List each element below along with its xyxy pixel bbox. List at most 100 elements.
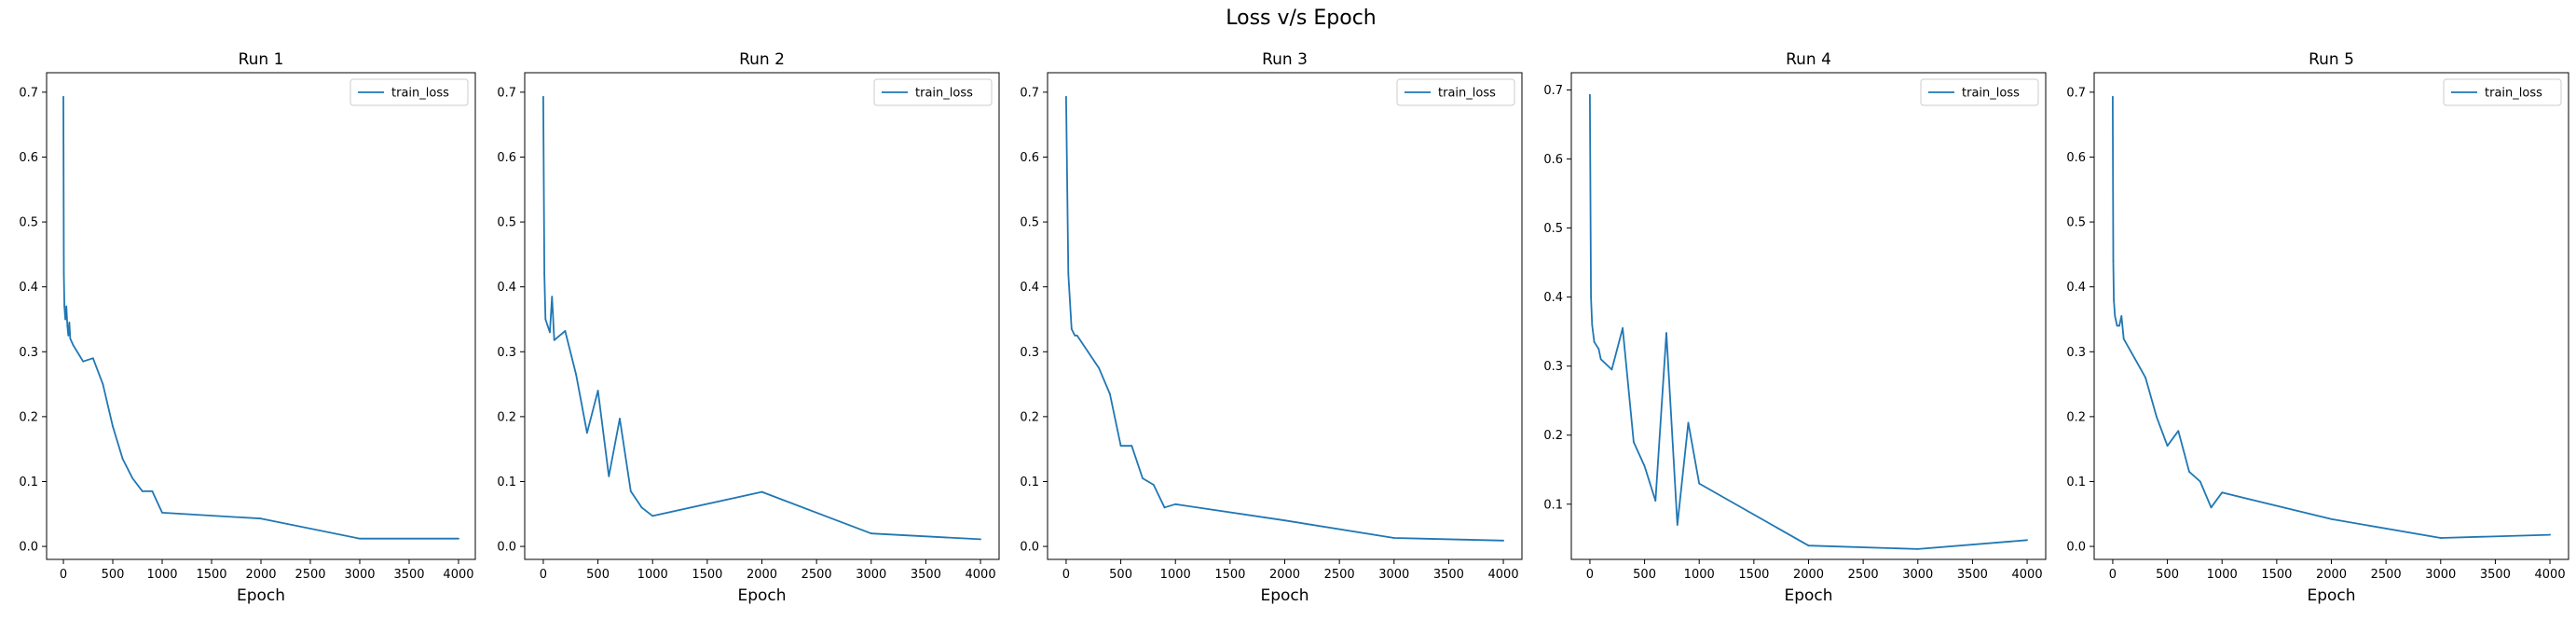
data-point bbox=[551, 296, 554, 298]
data-point bbox=[651, 515, 654, 517]
subplot-run-3: Run 3 0 500 1000 1500 2000 2500 3000 3500 4000 0.0… bbox=[1020, 50, 1523, 605]
y-tick-label: 0.2 bbox=[2066, 410, 2086, 424]
data-point bbox=[760, 490, 763, 493]
data-point bbox=[1142, 477, 1144, 479]
data-point bbox=[1174, 503, 1177, 505]
data-point bbox=[1065, 95, 1067, 98]
x-tick-label: 1500 bbox=[1214, 568, 1245, 582]
data-point bbox=[1622, 327, 1624, 329]
x-tick-label: 0 bbox=[1586, 568, 1594, 582]
data-point bbox=[2122, 338, 2125, 340]
data-point bbox=[542, 95, 544, 98]
legend-label: train_loss bbox=[1962, 87, 2020, 101]
x-axis-label: Epoch bbox=[1784, 586, 1832, 605]
x-tick-label: 2500 bbox=[1848, 568, 1879, 582]
data-point bbox=[69, 338, 72, 340]
data-point bbox=[131, 477, 134, 479]
data-point bbox=[2120, 315, 2123, 317]
data-point bbox=[64, 318, 67, 321]
legend: train_loss bbox=[873, 78, 993, 106]
y-tick-label: 0.3 bbox=[1020, 346, 1039, 360]
y-tick-label: 0.6 bbox=[497, 151, 516, 165]
x-tick-label: 1500 bbox=[196, 568, 226, 582]
data-point bbox=[2116, 324, 2118, 327]
y-tick-label: 0.6 bbox=[2066, 151, 2086, 165]
data-point bbox=[1687, 421, 1690, 424]
x-tick-label: 3500 bbox=[2480, 568, 2511, 582]
legend-box bbox=[1920, 78, 2039, 106]
y-tick-label: 0.6 bbox=[19, 151, 38, 165]
x-tick-label: 2000 bbox=[747, 568, 777, 582]
legend-box bbox=[349, 78, 469, 106]
data-point bbox=[2439, 537, 2442, 539]
legend-label: train_loss bbox=[1438, 87, 1496, 101]
x-axis-label: Epoch bbox=[237, 586, 285, 605]
data-point bbox=[1665, 332, 1667, 335]
legend-box bbox=[2443, 78, 2562, 106]
x-tick-label: 2000 bbox=[2316, 568, 2347, 582]
data-point bbox=[2221, 491, 2224, 494]
data-point bbox=[596, 390, 599, 392]
data-point bbox=[1067, 272, 1070, 275]
x-tick-label: 1500 bbox=[692, 568, 722, 582]
x-tick-label: 3000 bbox=[856, 568, 886, 582]
data-point bbox=[2114, 315, 2117, 317]
x-tick-label: 1000 bbox=[2207, 568, 2238, 582]
x-tick-label: 4000 bbox=[2535, 568, 2566, 582]
data-point bbox=[72, 344, 75, 347]
y-tick-label: 0.4 bbox=[19, 281, 38, 295]
y-tick-label: 0.0 bbox=[1020, 541, 1039, 555]
x-tick-label: 1500 bbox=[2261, 568, 2292, 582]
x-tick-label: 2500 bbox=[295, 568, 325, 582]
x-tick-label: 1000 bbox=[637, 568, 668, 582]
legend-label: train_loss bbox=[2485, 87, 2542, 101]
subplot-title: Run 5 bbox=[2309, 50, 2354, 69]
data-point bbox=[1589, 93, 1591, 96]
data-point bbox=[1087, 351, 1089, 353]
x-tick-label: 2000 bbox=[245, 568, 276, 582]
x-tick-label: 1000 bbox=[1160, 568, 1191, 582]
legend-box bbox=[1396, 78, 1515, 106]
x-tick-label: 3000 bbox=[1378, 568, 1409, 582]
legend: train_loss bbox=[1920, 78, 2039, 106]
data-point bbox=[1597, 348, 1600, 351]
data-point bbox=[2188, 471, 2190, 473]
x-tick-label: 2500 bbox=[802, 568, 832, 582]
data-point bbox=[1916, 547, 1919, 550]
data-point bbox=[544, 318, 547, 321]
x-tick-label: 2500 bbox=[1324, 568, 1355, 582]
subplot-run-5: Run 5 0 500 1000 1500 2000 2500 3000 3500 4000 0.0… bbox=[2066, 50, 2569, 605]
legend-label: train_loss bbox=[391, 87, 449, 101]
y-tick-label: 0.6 bbox=[1543, 153, 1563, 167]
y-tick-label: 0.4 bbox=[1543, 291, 1563, 305]
y-tick-label: 0.1 bbox=[497, 475, 516, 489]
y-tick-label: 0.7 bbox=[1543, 84, 1563, 98]
data-point bbox=[608, 475, 610, 477]
data-point bbox=[63, 305, 65, 308]
data-point bbox=[546, 324, 549, 327]
x-tick-label: 4000 bbox=[443, 568, 473, 582]
data-point bbox=[1130, 445, 1133, 448]
x-axis-label: Epoch bbox=[2307, 586, 2355, 605]
data-point bbox=[1076, 334, 1078, 337]
data-point bbox=[2166, 445, 2169, 448]
data-point bbox=[121, 458, 124, 461]
y-tick-label: 0.7 bbox=[2066, 86, 2086, 100]
subplot-title: Run 1 bbox=[239, 50, 284, 69]
data-point bbox=[260, 517, 262, 520]
data-point bbox=[67, 334, 70, 337]
x-tick-label: 500 bbox=[1633, 568, 1656, 582]
data-point bbox=[553, 338, 555, 341]
x-tick-label: 0 bbox=[2109, 568, 2117, 582]
data-point bbox=[91, 357, 94, 360]
data-point bbox=[1590, 296, 1593, 298]
data-point bbox=[1502, 539, 1504, 542]
y-tick-label: 0.1 bbox=[19, 475, 38, 489]
y-tick-label: 0.4 bbox=[497, 281, 516, 295]
y-tick-label: 0.2 bbox=[1020, 410, 1039, 424]
subplot-run-2: Run 2 0 500 1000 1500 2000 2500 3000 3500 4000 0.0… bbox=[497, 50, 1000, 605]
data-point bbox=[66, 324, 69, 327]
legend-box bbox=[873, 78, 993, 106]
data-point bbox=[458, 537, 459, 540]
x-tick-label: 500 bbox=[1109, 568, 1132, 582]
